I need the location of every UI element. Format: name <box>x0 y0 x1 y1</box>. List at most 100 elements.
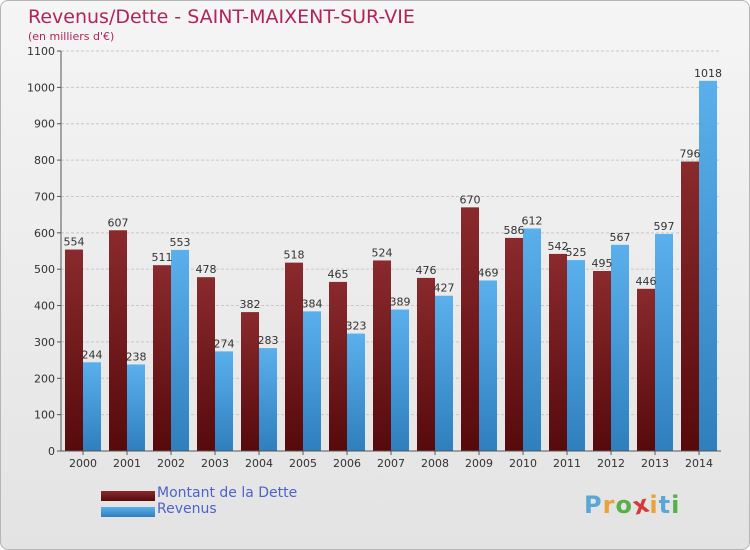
x-tick-label: 2002 <box>157 457 185 470</box>
bar-revenue <box>435 295 453 451</box>
y-tick-label: 300 <box>34 336 55 349</box>
bar-debt <box>197 277 215 451</box>
y-tick-label: 200 <box>34 372 55 385</box>
x-tick-label: 2014 <box>685 457 713 470</box>
x-tick-label: 2010 <box>509 457 537 470</box>
legend-swatch-debt <box>101 491 155 501</box>
data-label-debt: 542 <box>548 240 569 253</box>
x-tick-label: 2009 <box>465 457 493 470</box>
y-tick-label: 0 <box>48 445 55 458</box>
data-label-debt: 554 <box>64 236 85 249</box>
bar-debt <box>241 312 259 451</box>
x-tick-label: 2013 <box>641 457 669 470</box>
data-label-revenue: 238 <box>126 350 147 363</box>
bar-revenue <box>611 244 629 451</box>
bar-debt <box>373 260 391 451</box>
data-label-debt: 607 <box>108 216 129 229</box>
chart-title: Revenus/Dette - SAINT-MAIXENT-SUR-VIE <box>28 6 415 28</box>
x-tick-label: 2004 <box>245 457 273 470</box>
bar-revenue <box>171 249 189 451</box>
data-label-revenue: 274 <box>214 337 235 350</box>
bar-debt <box>65 249 83 451</box>
logo-letter: t <box>658 491 672 519</box>
bar-revenue <box>699 80 717 452</box>
bar-debt <box>417 277 435 451</box>
data-label-revenue: 1018 <box>694 67 722 80</box>
data-label-revenue: 612 <box>522 214 543 227</box>
x-tick-label: 2005 <box>289 457 317 470</box>
data-label-debt: 495 <box>592 257 613 270</box>
x-tick-label: 2008 <box>421 457 449 470</box>
x-tick-label: 2007 <box>377 457 405 470</box>
data-label-revenue: 244 <box>82 348 103 361</box>
data-label-revenue: 567 <box>610 231 631 244</box>
data-label-debt: 586 <box>504 224 525 237</box>
bar-debt <box>681 161 699 451</box>
data-label-revenue: 384 <box>302 297 323 310</box>
y-tick-label: 900 <box>34 118 55 131</box>
x-tick-label: 2011 <box>553 457 581 470</box>
bar-debt <box>549 253 567 451</box>
data-label-revenue: 525 <box>566 246 587 259</box>
logo-letter: i <box>649 491 659 519</box>
y-tick-label: 500 <box>34 263 55 276</box>
data-label-debt: 446 <box>636 275 657 288</box>
bar-debt <box>329 281 347 451</box>
bar-debt <box>285 262 303 451</box>
proxiti-logo: Proxiti <box>584 489 681 520</box>
y-tick-label: 600 <box>34 227 55 240</box>
bar-revenue <box>567 260 585 451</box>
legend-label-revenue: Revenus <box>157 501 217 517</box>
data-label-revenue: 553 <box>170 236 191 249</box>
data-label-revenue: 389 <box>390 296 411 309</box>
bar-revenue <box>479 280 497 451</box>
bar-revenue <box>127 364 145 451</box>
bar-debt <box>153 265 171 451</box>
y-tick-label: 1100 <box>27 45 55 58</box>
data-label-revenue: 427 <box>434 282 455 295</box>
logo-letter: r <box>602 491 616 519</box>
x-tick-label: 2001 <box>113 457 141 470</box>
bar-debt <box>593 271 611 451</box>
data-label-debt: 382 <box>240 298 261 311</box>
data-label-debt: 518 <box>284 249 305 262</box>
y-tick-label: 700 <box>34 190 55 203</box>
logo-letter: P <box>584 491 603 519</box>
bar-revenue <box>523 228 541 451</box>
data-label-debt: 670 <box>460 193 481 206</box>
y-tick-label: 400 <box>34 300 55 313</box>
logo-letter: i <box>671 491 681 519</box>
bar-revenue <box>303 311 321 451</box>
x-tick-label: 2003 <box>201 457 229 470</box>
bar-revenue <box>347 333 365 451</box>
bar-revenue <box>391 309 409 451</box>
data-label-debt: 476 <box>416 264 437 277</box>
data-label-revenue: 283 <box>258 334 279 347</box>
chart-subtitle: (en milliers d'€) <box>28 30 115 43</box>
data-label-revenue: 597 <box>654 220 675 233</box>
y-tick-label: 1000 <box>27 81 55 94</box>
bar-revenue <box>259 348 277 451</box>
data-label-debt: 478 <box>196 263 217 276</box>
legend-label-debt: Montant de la Dette <box>157 485 298 501</box>
data-label-revenue: 323 <box>346 320 367 333</box>
data-label-debt: 465 <box>328 268 349 281</box>
bar-revenue <box>83 362 101 451</box>
data-label-debt: 511 <box>152 251 173 264</box>
logo-letter: o <box>615 491 633 519</box>
data-label-debt: 524 <box>372 246 393 259</box>
bar-revenue <box>655 233 673 451</box>
bar-debt <box>505 237 523 451</box>
x-tick-label: 2000 <box>69 457 97 470</box>
bar-revenue <box>215 351 233 451</box>
legend-swatch-revenue <box>101 507 155 517</box>
bar-debt <box>461 207 479 451</box>
data-label-debt: 796 <box>680 148 701 161</box>
bar-debt <box>637 288 655 451</box>
y-tick-label: 100 <box>34 409 55 422</box>
y-tick-label: 800 <box>34 154 55 167</box>
x-tick-label: 2006 <box>333 457 361 470</box>
data-label-revenue: 469 <box>478 266 499 279</box>
